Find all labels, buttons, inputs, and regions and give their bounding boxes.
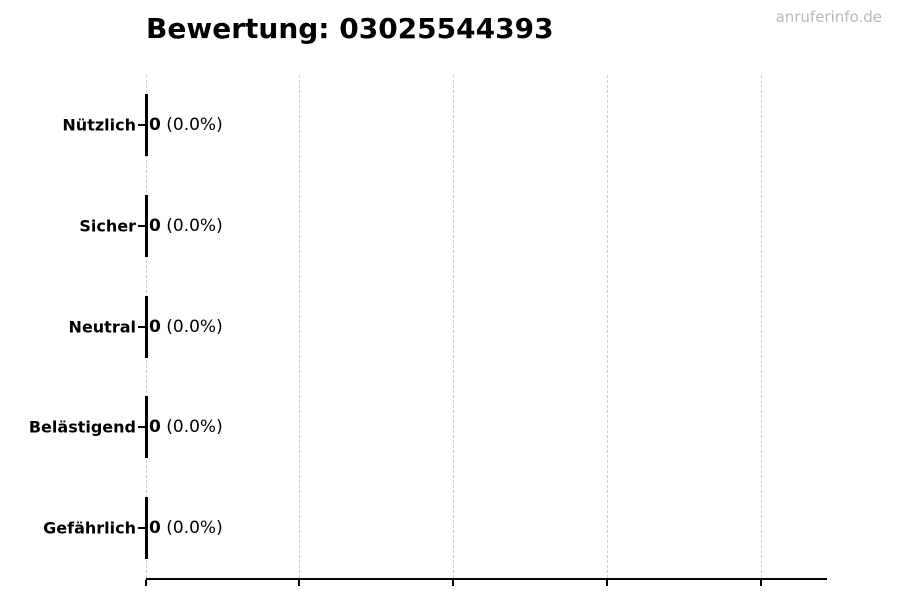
- value-number: 0: [149, 417, 161, 438]
- y-axis-tick: [138, 526, 146, 529]
- value-number: 0: [149, 517, 161, 538]
- y-axis-tick: [138, 426, 146, 429]
- value-label: 0 (0.0%): [149, 115, 223, 135]
- category-label: Sicher: [79, 216, 136, 236]
- x-axis-tick: [298, 580, 300, 586]
- value-number: 0: [149, 316, 161, 337]
- bar: [145, 396, 148, 459]
- x-axis-tick: [451, 580, 454, 586]
- value-label: 0 (0.0%): [149, 317, 223, 337]
- x-axis-tick: [606, 580, 609, 586]
- category-label: Neutral: [68, 317, 136, 336]
- watermark: anruferinfo.de: [775, 8, 882, 26]
- category-label: Nützlich: [62, 115, 136, 135]
- y-axis-tick: [138, 124, 146, 127]
- value-percent: (0.0%): [160, 417, 223, 438]
- bar: [145, 496, 148, 559]
- chart-title: Bewertung: 03025544393: [146, 12, 554, 45]
- category-label: Gefährlich: [43, 518, 136, 538]
- bar: [145, 94, 148, 157]
- value-percent: (0.0%): [160, 115, 223, 136]
- bar: [145, 194, 148, 257]
- value-label: 0 (0.0%): [149, 417, 223, 437]
- value-label: 0 (0.0%): [149, 216, 223, 236]
- gridline: [452, 75, 454, 578]
- value-number: 0: [149, 115, 161, 136]
- x-axis-line: [146, 578, 827, 580]
- x-axis-tick: [759, 580, 762, 586]
- value-label: 0 (0.0%): [149, 518, 223, 538]
- category-label: Belästigend: [28, 417, 136, 437]
- bar: [145, 295, 148, 358]
- value-percent: (0.0%): [160, 517, 223, 538]
- value-number: 0: [149, 215, 161, 236]
- y-axis-tick: [138, 325, 146, 328]
- y-axis-tick: [138, 224, 146, 227]
- gridline: [299, 75, 300, 578]
- x-axis-tick: [145, 580, 147, 586]
- gridline: [607, 75, 609, 578]
- gridline: [760, 75, 762, 578]
- value-percent: (0.0%): [160, 215, 223, 236]
- value-percent: (0.0%): [160, 316, 223, 337]
